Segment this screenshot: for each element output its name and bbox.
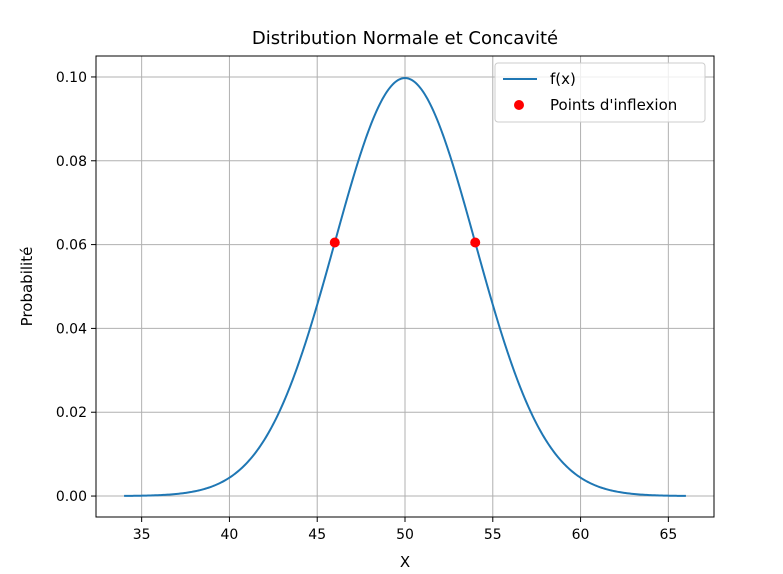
chart-title: Distribution Normale et Concavité [252, 28, 558, 49]
x-tick-label: 65 [659, 527, 677, 543]
series-layer [124, 77, 686, 497]
grid [96, 56, 714, 517]
x-tick-label: 35 [133, 527, 151, 543]
x-tick-label: 55 [484, 527, 502, 543]
legend: f(x) Points d'inflexion [494, 62, 706, 123]
legend-label-line: f(x) [550, 70, 576, 88]
inflection-point-1 [329, 237, 340, 248]
inflection-point-2 [470, 237, 481, 248]
x-axis: 35 40 45 50 55 60 65 [133, 517, 677, 543]
y-tick-label: 0.00 [56, 489, 87, 505]
legend-point-swatch [514, 100, 524, 110]
y-axis: 0.00 0.02 0.04 0.06 0.08 0.10 [56, 70, 96, 505]
x-tick-label: 45 [308, 527, 326, 543]
y-axis-label: Probabilité [18, 247, 36, 327]
y-tick-label: 0.02 [56, 405, 87, 421]
legend-box [494, 62, 706, 123]
x-tick-label: 60 [572, 527, 590, 543]
y-tick-label: 0.04 [56, 321, 87, 337]
x-axis-label: X [400, 553, 410, 571]
y-tick-label: 0.06 [56, 238, 87, 254]
x-tick-label: 50 [396, 527, 414, 543]
y-tick-label: 0.08 [56, 154, 87, 170]
x-tick-label: 40 [221, 527, 239, 543]
y-tick-label: 0.10 [56, 70, 87, 86]
series-line-fx [124, 77, 686, 497]
legend-label-points: Points d'inflexion [550, 96, 677, 114]
